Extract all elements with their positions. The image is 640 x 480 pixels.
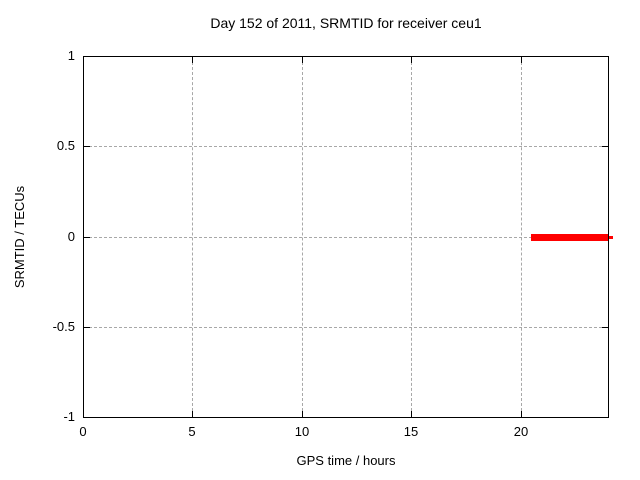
x-tick-mark [521, 411, 522, 417]
y-tick-mark-mirror [602, 417, 608, 418]
y-tick-mark-mirror [602, 56, 608, 57]
x-tick-label: 0 [79, 424, 87, 439]
gridline-horizontal [84, 237, 607, 238]
y-tick-mark [84, 146, 90, 147]
y-tick-label: 1 [67, 48, 75, 63]
chart-title: Day 152 of 2011, SRMTID for receiver ceu… [210, 15, 482, 31]
y-tick-mark [84, 327, 90, 328]
y-tick-mark-mirror [602, 327, 608, 328]
series-line-overhang [609, 236, 613, 239]
x-axis-label: GPS time / hours [296, 453, 396, 468]
gridline-horizontal [84, 146, 607, 147]
x-tick-mark-mirror [83, 57, 84, 63]
y-tick-label: 0.5 [56, 138, 75, 153]
y-tick-label: -0.5 [52, 319, 75, 334]
y-tick-label: 0 [67, 229, 75, 244]
gridline-vertical [302, 57, 303, 416]
x-tick-label: 15 [403, 424, 419, 439]
gridline-vertical [411, 57, 412, 416]
x-tick-mark [83, 411, 84, 417]
x-tick-mark [411, 411, 412, 417]
plot-area [83, 56, 609, 418]
y-tick-mark [84, 417, 90, 418]
x-tick-label: 20 [513, 424, 529, 439]
series-line-SRMTID [531, 234, 608, 241]
x-tick-label: 10 [294, 424, 310, 439]
y-tick-mark-mirror [602, 146, 608, 147]
x-tick-mark-mirror [521, 57, 522, 63]
y-tick-label: -1 [63, 409, 75, 424]
x-tick-mark [302, 411, 303, 417]
gridline-vertical [192, 57, 193, 416]
x-tick-mark [192, 411, 193, 417]
gridline-horizontal [84, 327, 607, 328]
x-tick-mark-mirror [192, 57, 193, 63]
x-tick-mark-mirror [302, 57, 303, 63]
x-tick-label: 5 [188, 424, 196, 439]
gridline-vertical [521, 57, 522, 416]
y-tick-mark [84, 237, 90, 238]
y-tick-mark [84, 56, 90, 57]
x-tick-mark-mirror [411, 57, 412, 63]
